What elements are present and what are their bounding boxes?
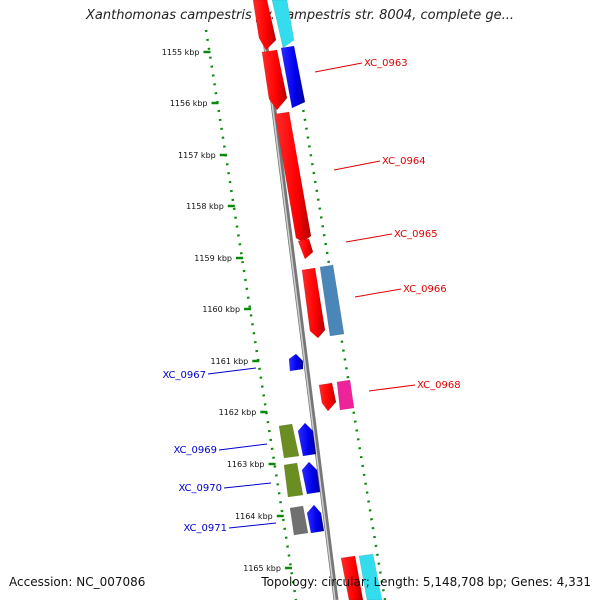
tick-label: 1164 kbp [235,512,273,521]
leader-line [218,443,268,451]
gene-feature [301,267,326,339]
gene-feature [301,461,321,495]
gene-label-xc-0963[interactable]: XC_0963 [364,58,408,69]
gene-feature [340,555,364,600]
leader-line [207,367,257,375]
gene-feature [261,49,288,111]
gene-feature [318,382,337,412]
gene-feature [274,111,312,243]
topology-text: Topology: circular; Length: 5,148,708 bp… [261,575,591,589]
tick-label: 1157 kbp [178,151,216,160]
gene-feature [288,353,304,372]
tick-label: 1160 kbp [202,305,240,314]
leader-line [223,482,272,489]
tick-label: 1161 kbp [211,357,249,366]
gene-feature [280,45,306,109]
gene-feature [297,422,317,457]
gene-label-xc-0964[interactable]: XC_0964 [382,156,426,167]
gene-label-xc-0966[interactable]: XC_0966 [403,284,447,295]
leader-line [333,160,381,171]
gene-feature [306,504,325,534]
gene-feature [252,0,277,51]
map-title: Xanthomonas campestris pv. campestris st… [86,8,514,23]
gene-label-xc-0970[interactable]: XC_0970 [178,483,222,494]
leader-line [345,233,393,243]
tick-label: 1159 kbp [194,254,232,263]
gene-label-xc-0965[interactable]: XC_0965 [394,229,438,240]
tick-label: 1162 kbp [219,408,257,417]
gene-label-xc-0967[interactable]: XC_0967 [162,370,206,381]
left-ruler [204,29,298,600]
gene-feature [336,379,355,411]
tick-label: 1156 kbp [170,99,208,108]
tick-label: 1158 kbp [186,202,224,211]
gene-feature [358,553,383,600]
ruler-ticks: 1155 kbp 1156 kbp 1157 kbp 1158 kbp 1159 kbp… [162,48,292,573]
leader-line [228,522,277,529]
gene-feature [278,423,300,459]
gene-label-xc-0971[interactable]: XC_0971 [183,523,227,534]
tick-label: 1165 kbp [243,564,281,573]
gene-label-xc-0968[interactable]: XC_0968 [417,380,461,391]
gene-feature [283,462,304,498]
gene-features [252,0,383,600]
tick-label: 1155 kbp [162,48,200,57]
gene-feature [319,264,345,337]
accession-text: Accession: NC_007086 [9,575,146,589]
gene-labels: XC_0963 XC_0964 XC_0965 XC_0966 XC_0967 XC_09… [162,58,460,534]
tick-label: 1163 kbp [227,460,265,469]
leader-line [368,384,416,392]
gene-feature [271,0,295,49]
leader-line [314,62,363,73]
gene-feature [297,238,314,260]
gene-feature [289,505,309,536]
leader-line [354,288,402,298]
gene-label-xc-0969[interactable]: XC_0969 [173,445,217,456]
